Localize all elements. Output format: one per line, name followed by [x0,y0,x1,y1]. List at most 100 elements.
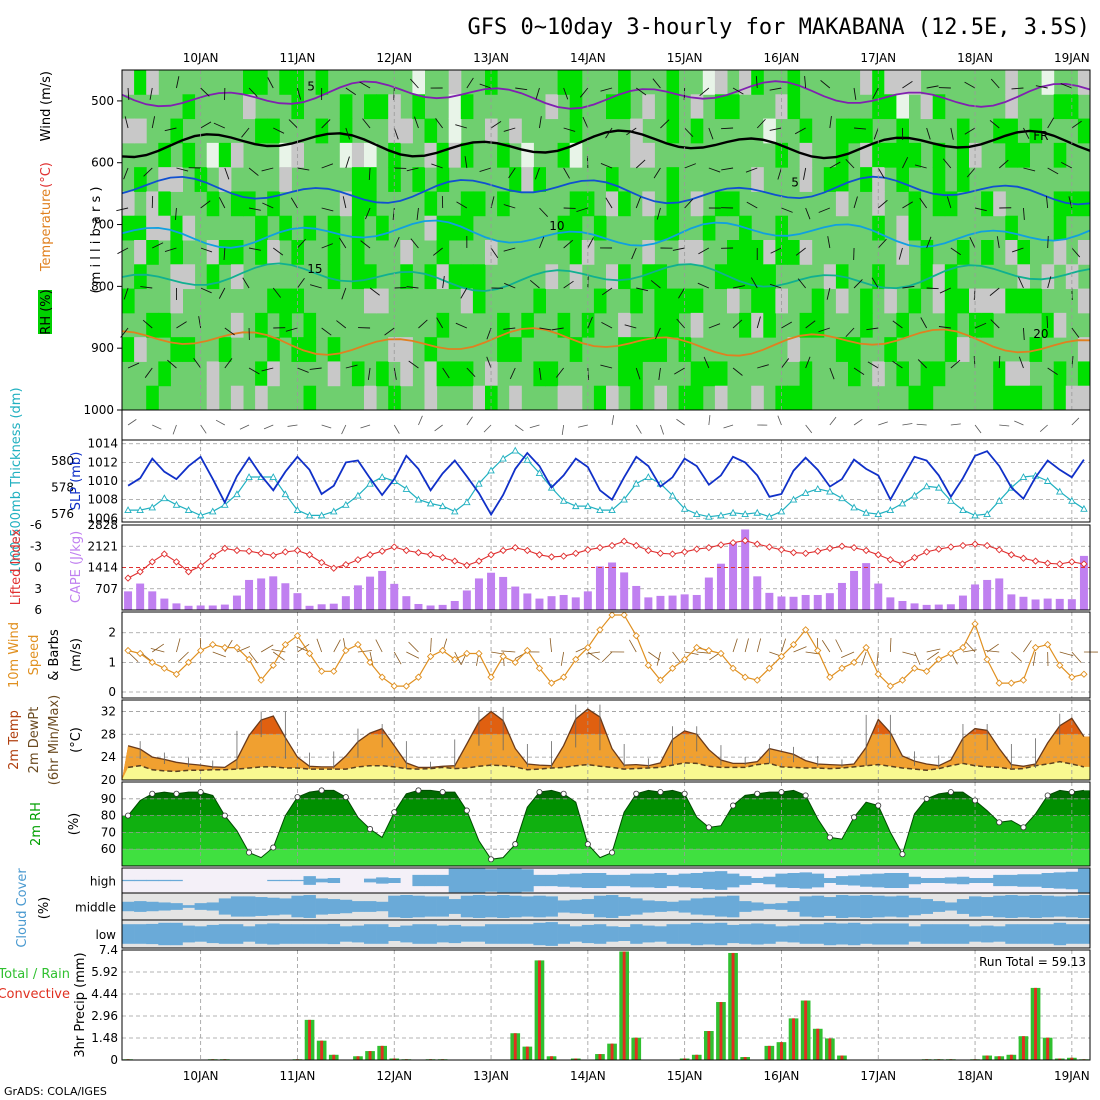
wind10m-speed-marker [777,652,786,661]
cape-bar [232,595,241,610]
wind-barb [456,201,468,209]
rh-cell [1005,288,1018,314]
wind-barb [1023,207,1025,220]
rh-cell [412,70,425,95]
wind-barb [248,207,261,211]
lifted-index-marker [499,546,507,555]
wind-barb [635,159,646,169]
wind-barb [998,355,1001,369]
wind-barb [950,127,954,140]
precip-convective-bar [380,1045,384,1060]
rh-cell [1077,361,1091,387]
rh-cell [388,385,401,411]
dewpoint-line [127,760,1085,773]
wind10m-speed-marker [148,658,156,667]
wind10m-barb [178,651,189,662]
wind-barb [853,87,857,100]
thickness-tick-label: 580 [51,454,74,468]
cloud-cover-cell [472,868,486,893]
rh-cell [230,385,244,411]
wind-barb [248,167,259,176]
wind10m-speed-marker [1056,661,1064,669]
wind10m-speed-marker [535,664,544,672]
thickness-marker [753,508,762,516]
rh-cell [182,142,196,168]
rh-cell [364,288,377,314]
wind10m-speed-marker [681,655,689,664]
cape-bar [741,529,750,610]
cape-bar [438,604,447,610]
cape-bar [608,562,617,610]
cloud-cover-cell [122,879,135,882]
li-tick-label: -6 [30,518,42,532]
wind-barb [309,284,322,289]
wind-barb [902,201,913,209]
wind-barb [746,201,758,209]
wind-barb [490,196,495,209]
wind-barb [490,247,499,259]
rh-cell [243,70,256,95]
cloud-cover-cell [243,926,256,942]
wind10m-barb [357,650,372,653]
rh-cell [714,70,728,95]
rh-cell [690,312,704,338]
rh-cell [763,288,776,314]
rh-cell [1029,385,1043,411]
wind-barb [509,367,516,380]
thickness-marker [196,511,205,519]
wind10m-speed-marker [753,676,761,684]
wind10m-barb [333,639,341,653]
rh2m-marker [972,797,979,804]
cloud-cover-cell [593,895,607,918]
wind-barb [872,87,879,99]
rh-cell [690,385,704,411]
cape-bar [1019,596,1028,610]
wind10m-speed-marker [995,679,1003,687]
precip-convective-bar [622,951,626,1060]
cape-bar [1079,555,1088,610]
wind-barb [466,367,476,378]
slp-tick-label: 1014 [87,437,118,451]
wind10m-barb [152,643,165,653]
rh-cell [521,142,534,168]
rh-cell [799,240,813,265]
rh-cell [376,361,389,387]
wind10m-barb [876,651,879,666]
lifted-index-marker [330,564,338,572]
cloud-cover-cell [606,926,619,942]
rh-cell [654,337,667,362]
precip-convective-bar [332,1054,336,1060]
thickness-marker [124,506,132,514]
rh-cell [618,264,631,290]
rh-cell [666,288,680,314]
wind-barb [563,87,569,100]
cloud-cover-cell [702,897,716,916]
wind-barb [563,127,576,132]
rh-cell [424,385,438,411]
rh-cell [364,191,377,217]
wind-barb [829,116,832,129]
wind-barb [587,316,593,329]
cloud-cover-cell [206,902,220,911]
rh-cell [835,288,849,314]
cloud-cover-cell [122,924,135,944]
wind-barb [866,327,879,331]
cloud-cover-cell [751,902,764,911]
cloud-cover-cell [884,873,897,888]
rh-cell [642,191,655,217]
slp-tick-label: 1010 [87,474,118,488]
pressure-tick-label: 1000 [83,403,114,417]
cloud-cover-cell [799,872,812,889]
rh-cell [1053,385,1067,411]
surface-wind-barb [578,424,588,428]
precip-convective-bar [779,1042,783,1060]
cloud-cover-cell [739,901,752,912]
surface-wind-barb [483,424,492,433]
wind-barb [309,367,322,370]
rh-cell [267,288,280,314]
cape-bar [668,595,677,610]
rh-cell [557,312,571,338]
rh-cell [315,70,329,95]
rh-cell [775,288,788,314]
rh-cell [255,215,268,241]
